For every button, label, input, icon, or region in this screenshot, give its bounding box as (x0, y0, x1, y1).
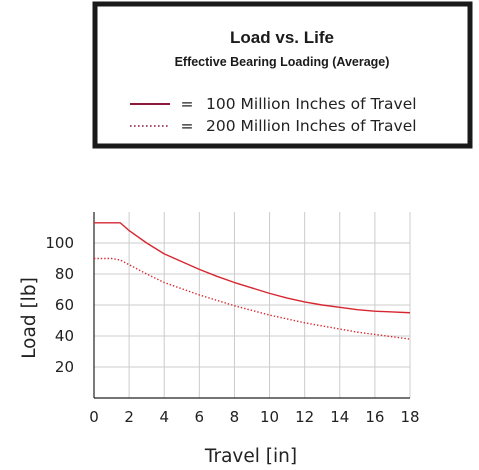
legend-equals-2: = (181, 117, 194, 135)
y-tick-label: 40 (55, 327, 74, 345)
y-axis-title: Load [lb] (19, 277, 40, 359)
legend-equals-1: = (181, 95, 194, 113)
x-tick-label: 16 (365, 408, 384, 426)
x-tick-label: 8 (230, 408, 240, 426)
y-tick-label: 80 (55, 265, 74, 283)
y-tick-label: 20 (55, 358, 74, 376)
x-tick-label: 12 (295, 408, 314, 426)
y-tick-label: 100 (45, 234, 74, 252)
legend-label-200-million: 200 Million Inches of Travel (206, 117, 417, 135)
legend-subtitle: Effective Bearing Loading (Average) (175, 55, 390, 69)
x-tick-labels: 0 2 4 6 8 10 12 14 16 18 (89, 408, 419, 426)
x-tick-label: 4 (159, 408, 169, 426)
axes (93, 212, 410, 399)
series-line-100-million (94, 222, 411, 314)
grid (94, 212, 411, 398)
x-axis-title: Travel [in] (204, 446, 297, 467)
x-tick-label: 6 (195, 408, 205, 426)
legend-title: Load vs. Life (230, 28, 334, 47)
legend-box: Load vs. Life Effective Bearing Loading … (92, 1, 473, 149)
series-group (94, 222, 411, 340)
series-line-200-million (94, 257, 411, 340)
x-tick-label: 14 (330, 408, 349, 426)
y-tick-labels: 20 40 60 80 100 (45, 234, 74, 376)
y-tick-label: 60 (55, 296, 74, 314)
x-tick-label: 10 (260, 408, 279, 426)
legend-label-100-million: 100 Million Inches of Travel (206, 95, 417, 113)
x-tick-label: 2 (124, 408, 134, 426)
legend-border (92, 1, 473, 149)
x-tick-label: 18 (400, 408, 419, 426)
x-tick-label: 0 (89, 408, 99, 426)
